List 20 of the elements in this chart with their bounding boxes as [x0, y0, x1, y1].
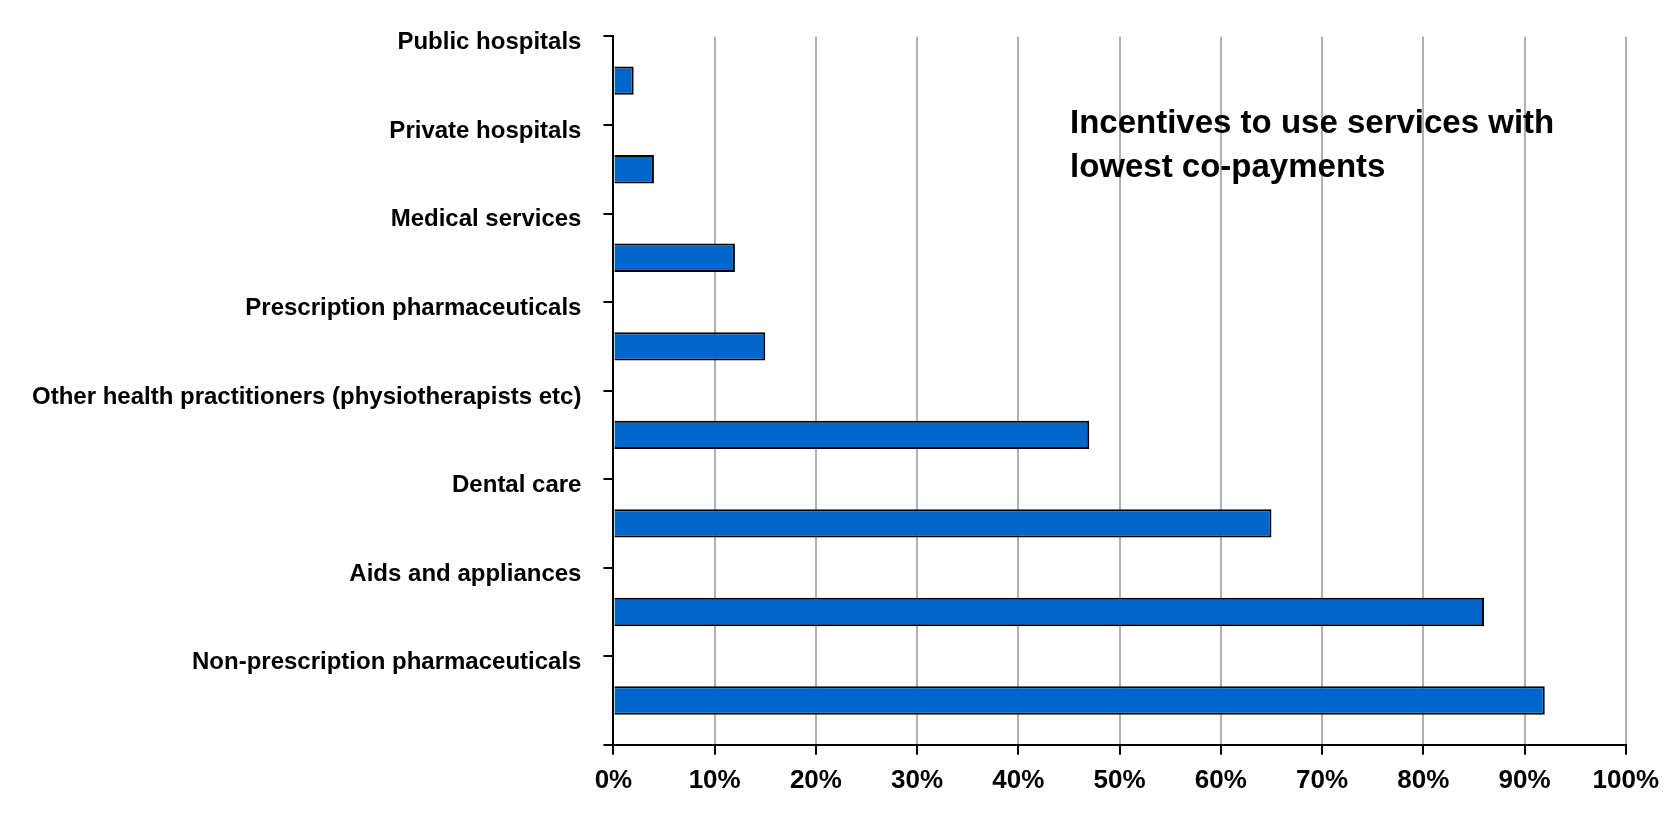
- y-tick-label: Non-prescription pharmaceuticals: [192, 647, 582, 675]
- y-tick-label: Private hospitals: [389, 115, 582, 143]
- y-tick-label: Aids and appliances: [349, 558, 582, 586]
- x-tick-label: 70%: [1296, 763, 1349, 794]
- annotation: Incentives to use services with lowest co-payments: [1070, 102, 1556, 186]
- x-tick-label: 10%: [688, 763, 741, 794]
- x-tick-label: 50%: [1093, 763, 1146, 794]
- x-tick-label: 0%: [594, 763, 633, 794]
- y-tick-label: Other health practitioners (physiotherapists etc): [31, 381, 582, 409]
- x-tick-label: 90%: [1498, 763, 1551, 794]
- x-tick-label: 40%: [992, 763, 1045, 794]
- x-tick-label: 20%: [789, 763, 842, 794]
- x-tick-label: 100%: [1592, 763, 1659, 794]
- x-tick-label: 30%: [891, 763, 944, 794]
- x-tick-label: 80%: [1397, 763, 1450, 794]
- x-tick-label: 60%: [1194, 763, 1247, 794]
- y-tick-label: Prescription pharmaceuticals: [245, 292, 582, 320]
- y-tick-label: Dental care: [452, 470, 582, 498]
- y-tick-label: Medical services: [390, 204, 582, 232]
- y-tick-label: Public hospitals: [397, 27, 582, 55]
